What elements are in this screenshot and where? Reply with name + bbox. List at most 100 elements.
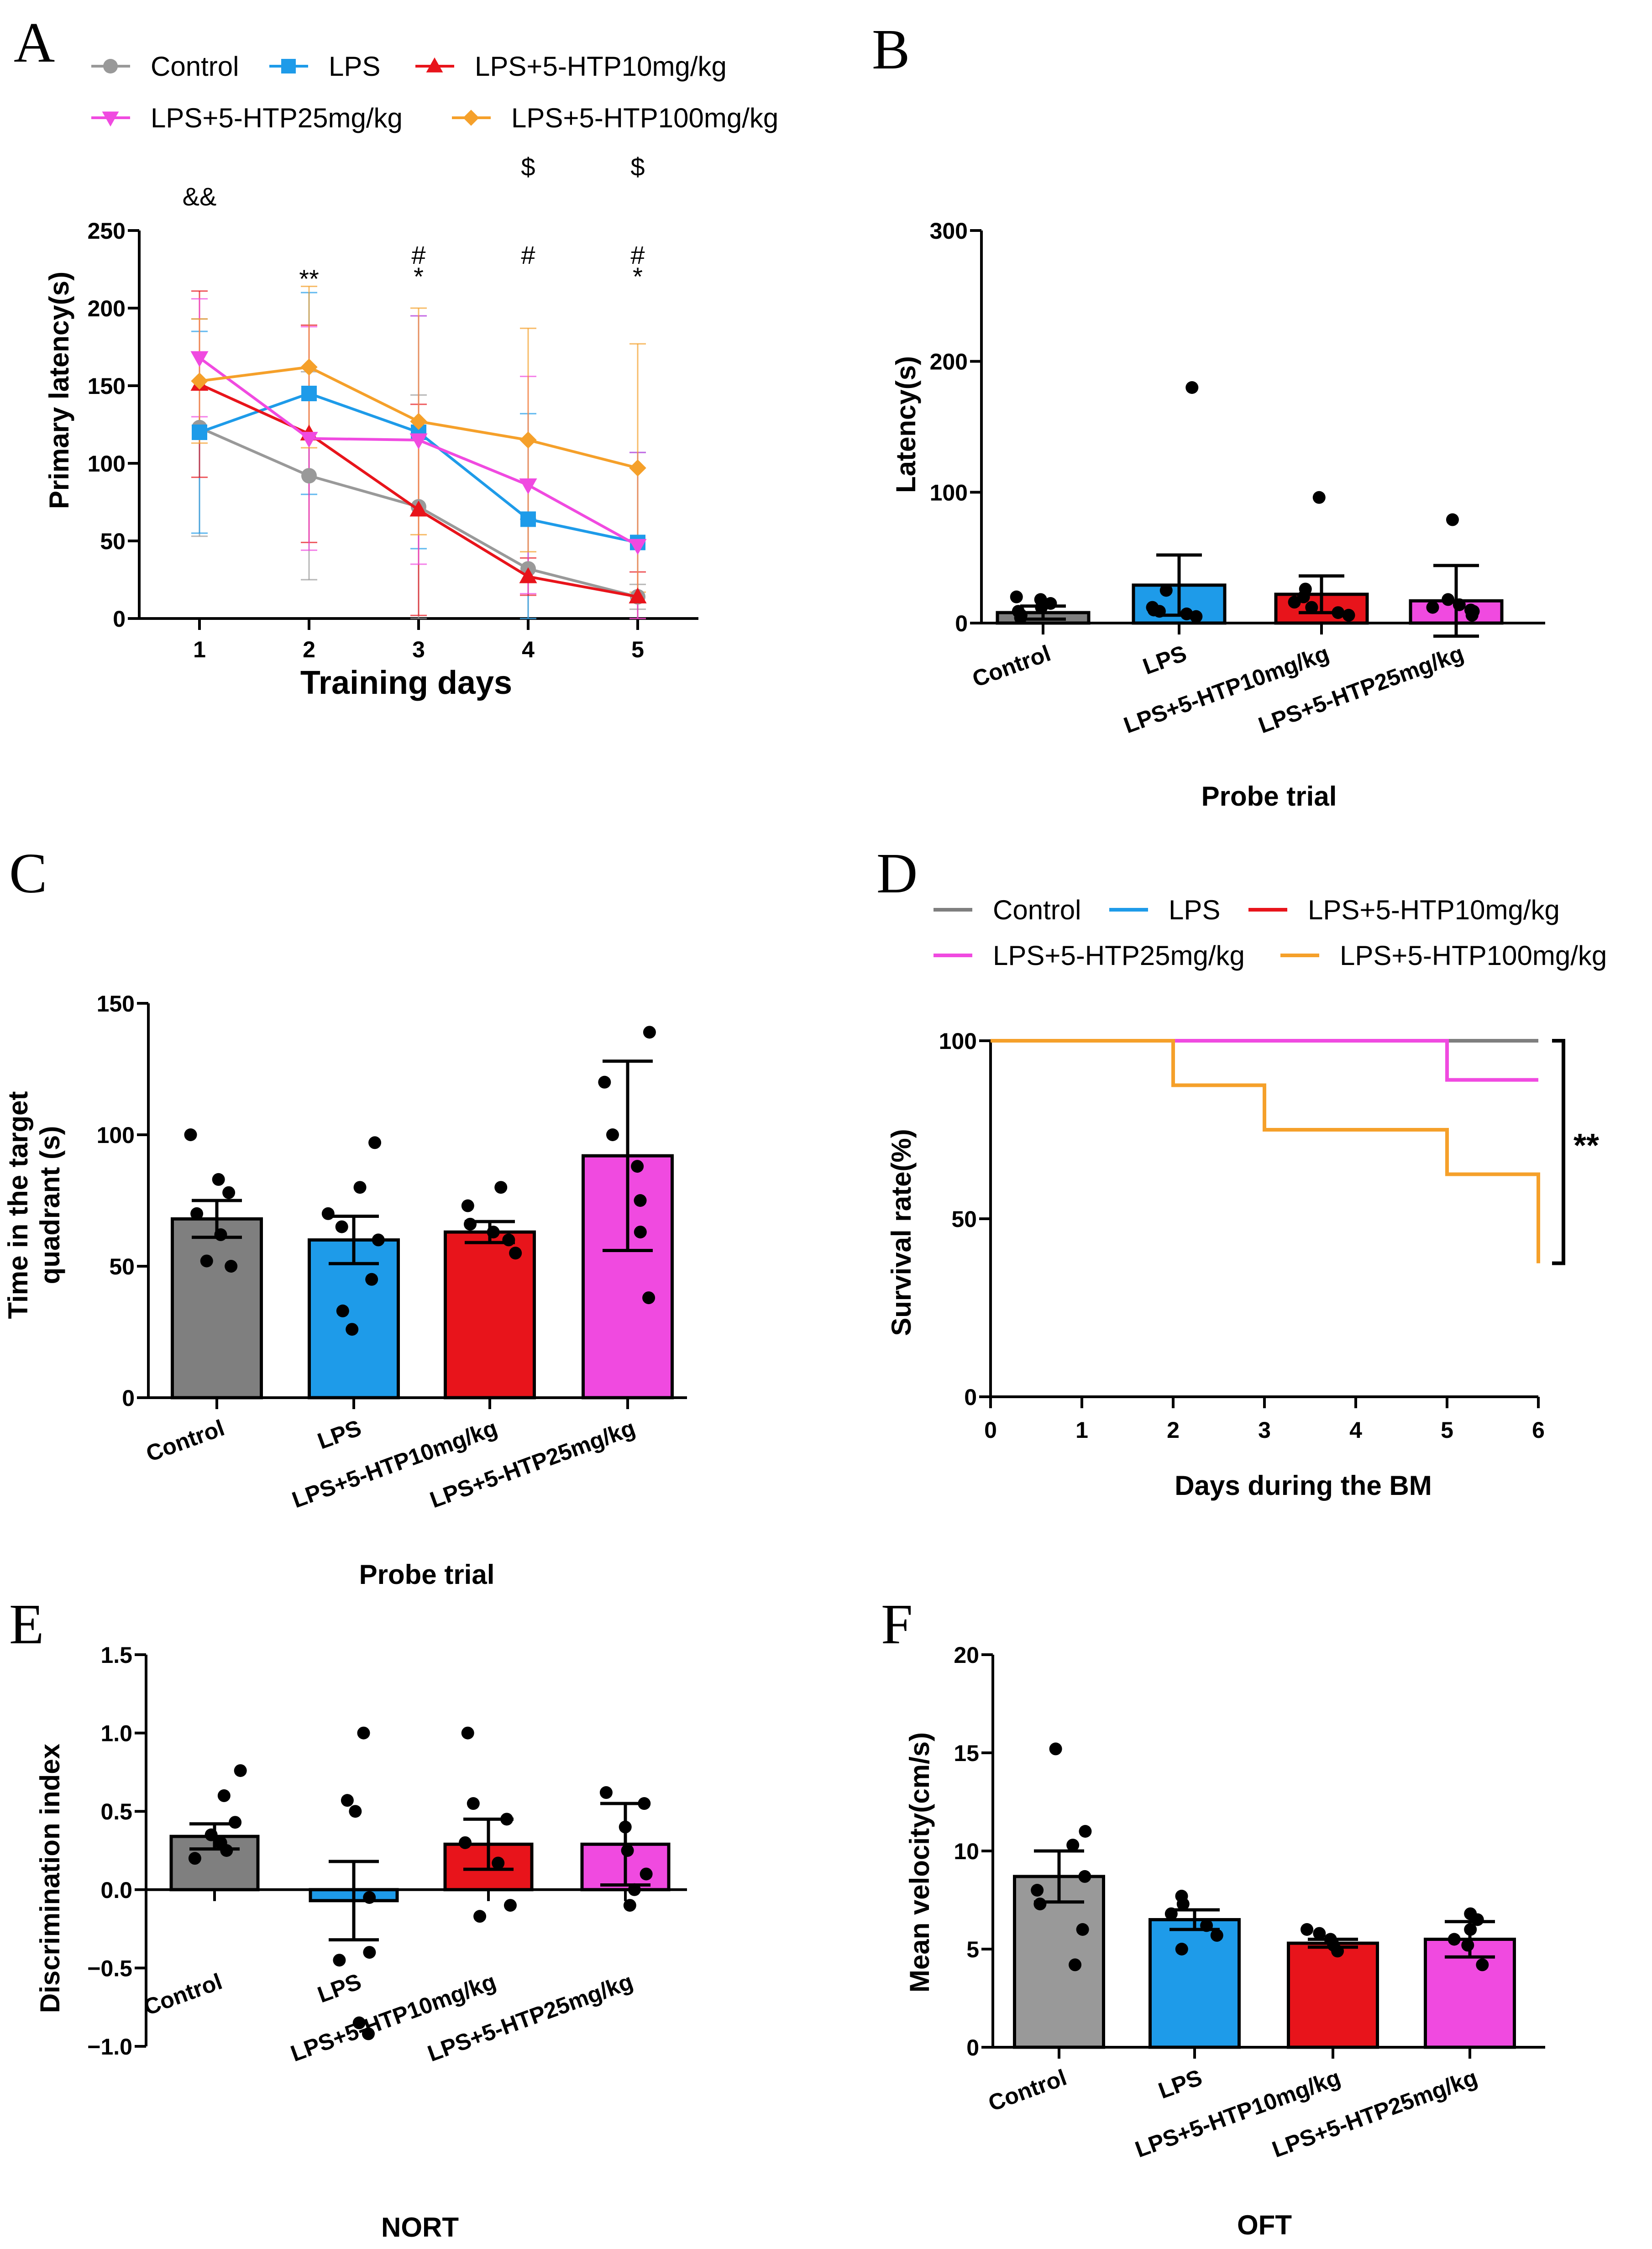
data-point (634, 1226, 647, 1239)
data-point (503, 1899, 517, 1912)
data-point (519, 431, 537, 449)
data-point (463, 110, 479, 126)
y-tick-label: 0 (955, 611, 968, 636)
legend-item: LPS+5-HTP25mg/kg (934, 940, 1245, 971)
data-point (300, 432, 318, 448)
data-point (629, 459, 646, 477)
x-axis-title: Days during the BM (1175, 1470, 1432, 1501)
panel-e-label: E (9, 1593, 44, 1656)
data-point (606, 1128, 619, 1141)
data-point (629, 587, 647, 603)
data-point (217, 1789, 231, 1802)
data-point (1049, 1742, 1062, 1756)
data-point (190, 351, 209, 367)
significance-mark: # (411, 241, 425, 269)
x-axis-title: OFT (1237, 2210, 1292, 2240)
y-tick-label: 50 (100, 529, 126, 554)
data-point (409, 500, 428, 517)
significance-bracket (1552, 1039, 1565, 1265)
x-tick-label: LPS (314, 1415, 365, 1454)
data-point (229, 1816, 242, 1829)
data-point (365, 1273, 378, 1286)
significance-mark: * (414, 262, 424, 291)
data-point (467, 1797, 480, 1810)
panel-a: A Control LPS LPS+5-HTP10mg/kg LPS+5-HTP25m… (14, 11, 778, 701)
x-tick-label: LPS (314, 1969, 365, 2008)
x-tick-label: 1 (193, 637, 206, 662)
data-point (492, 1856, 505, 1870)
legend-item: LPS+5-HTP100mg/kg (452, 103, 778, 133)
data-point (1033, 1898, 1047, 1911)
y-tick-label: 0 (964, 1384, 977, 1410)
legend-item: LPS+5-HTP25mg/kg (91, 103, 403, 133)
data-point (188, 1852, 201, 1865)
data-point (1079, 1825, 1092, 1838)
x-tick-label: Control (143, 1415, 228, 1467)
y-tick-label: 0.0 (100, 1877, 132, 1903)
survival-line (991, 1039, 1540, 1263)
y-axis-title-line-2: quadrant (s) (35, 1126, 65, 1284)
data-point (321, 1207, 335, 1220)
data-point (500, 1813, 514, 1826)
data-point (1447, 1933, 1461, 1946)
y-tick-label: 100 (930, 480, 968, 505)
panel-c-label: C (9, 842, 47, 905)
y-tick-label: −0.5 (87, 1955, 132, 1981)
legend-label: LPS+5-HTP100mg/kg (511, 103, 778, 133)
y-tick-label: 1.0 (100, 1721, 132, 1746)
legend-label: LPS (329, 51, 380, 82)
data-point (1461, 1939, 1474, 1952)
significance-mark: $ (630, 152, 645, 181)
data-point (1332, 606, 1345, 619)
legend-label: LPS+5-HTP25mg/kg (151, 103, 403, 133)
y-axis-title: Primary latency(s) (44, 272, 74, 509)
x-tick-label: 5 (631, 637, 644, 662)
bar (308, 1238, 400, 1400)
x-axis-title: NORT (381, 2212, 459, 2243)
legend-item: Control (934, 895, 1081, 925)
data-point (629, 539, 647, 555)
data-point (192, 425, 207, 440)
panel-f-label: F (881, 1593, 913, 1656)
legend-label: Control (151, 51, 239, 82)
x-tick-label: 5 (1441, 1417, 1453, 1443)
data-point (1146, 601, 1159, 614)
data-point (1342, 608, 1355, 622)
legend-label: Control (993, 895, 1081, 925)
data-point (103, 59, 118, 73)
x-tick-label: 2 (1167, 1417, 1180, 1443)
data-point (357, 1726, 370, 1740)
y-tick-label: 150 (88, 373, 126, 399)
significance-mark: ** (299, 264, 319, 293)
data-point (200, 1254, 213, 1268)
legend-item: LPS+5-HTP10mg/kg (415, 51, 727, 82)
data-point (426, 57, 443, 73)
significance-mark: # (630, 241, 645, 269)
y-tick-label: 0 (122, 1385, 135, 1411)
data-point (1175, 1943, 1188, 1955)
data-point (638, 1797, 651, 1810)
data-point (362, 2027, 375, 2040)
y-tick-label: 300 (930, 218, 968, 244)
data-point (301, 468, 317, 484)
y-tick-label: 150 (97, 991, 135, 1017)
data-point (494, 1181, 508, 1194)
x-axis-title: Probe trial (1201, 781, 1337, 812)
data-point (1301, 1923, 1314, 1936)
legend-item: LPS (269, 51, 380, 82)
y-tick-label: 1.5 (100, 1642, 132, 1668)
y-tick-label: 0 (113, 606, 126, 632)
y-tick-label: 200 (88, 296, 126, 321)
legend-label: LPS+5-HTP10mg/kg (1308, 895, 1560, 925)
data-point (341, 1794, 354, 1807)
data-point (519, 567, 537, 583)
data-point (190, 1207, 204, 1220)
data-point (520, 511, 536, 527)
x-tick-label: LPS (1139, 640, 1190, 680)
y-tick-label: 0 (966, 2035, 979, 2060)
bar (1149, 1918, 1241, 2049)
data-point (1159, 584, 1173, 597)
